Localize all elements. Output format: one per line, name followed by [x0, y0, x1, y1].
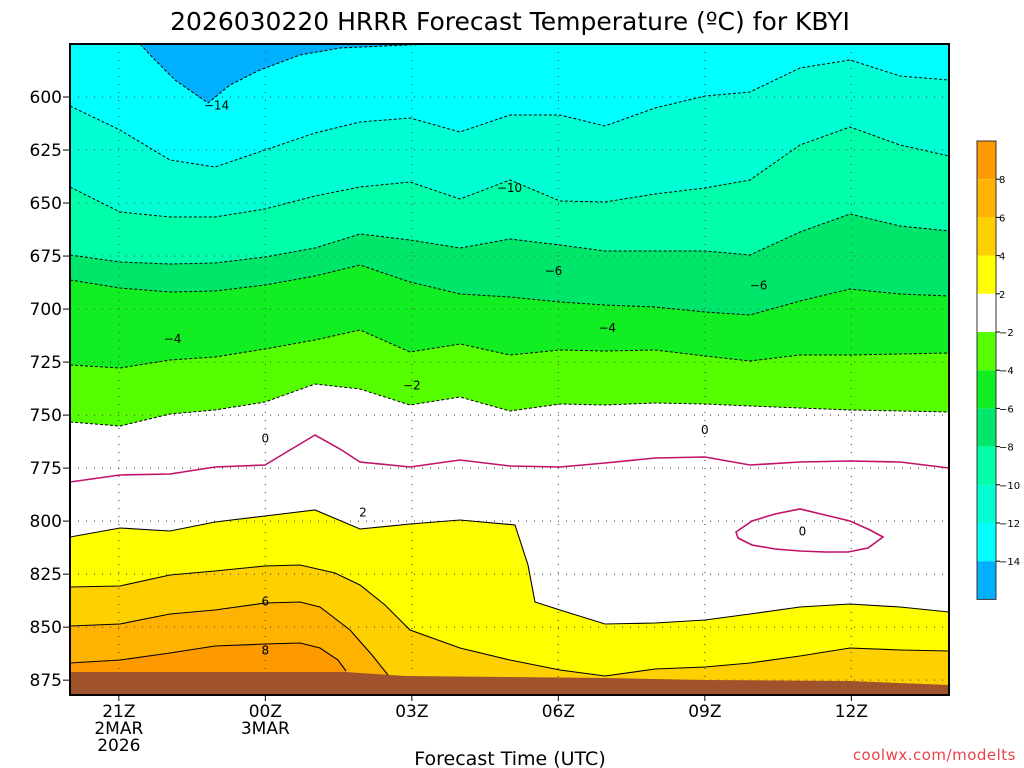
contour-line-plus2	[70, 509, 949, 625]
colorbar-segment	[977, 561, 996, 600]
colorbar-label: 8	[999, 175, 1005, 186]
colorbar: 8 6 4 2 −2 −4 −6 −8 −10 −12 −14	[976, 140, 1020, 600]
contour-label: −10	[497, 181, 522, 195]
contour-label: −14	[204, 98, 229, 112]
colorbar-label: −6	[999, 404, 1014, 415]
contour-line-plus4	[70, 564, 949, 677]
ground-surface	[70, 672, 949, 695]
colorbar-label: −12	[999, 519, 1020, 530]
contour-label: 2	[359, 506, 367, 520]
contour-line-zero	[70, 434, 949, 483]
fill-band-minus14	[140, 44, 430, 103]
contour-line-minus12	[70, 59, 949, 168]
y-tick-label: 725	[30, 353, 62, 373]
y-tick-label: 875	[30, 671, 62, 691]
contour-fills	[70, 44, 949, 695]
colorbar-label: −14	[999, 557, 1020, 568]
colorbar-segment	[977, 217, 996, 256]
colorbar-label: −8	[999, 443, 1014, 454]
contour-labels: −14 −10 −6 −6 −4 −4 −2 0 0 0 2 6 8	[164, 98, 807, 657]
colorbar-segment	[977, 523, 996, 562]
colorbar-label: −2	[999, 328, 1014, 339]
colorbar-segment	[977, 408, 996, 447]
colorbar-segment	[977, 446, 996, 485]
x-axis-title: Forecast Time (UTC)	[414, 748, 605, 768]
contour-lines	[70, 44, 949, 695]
x-tick-label: 21Z	[102, 702, 135, 722]
contour-line-minus6	[70, 264, 949, 316]
colorbar-label: 6	[999, 213, 1005, 224]
colorbar-label: −4	[999, 366, 1014, 377]
contour-line-plus6	[70, 601, 406, 695]
y-tick-label: 800	[30, 512, 62, 532]
y-tick-label: 775	[30, 459, 62, 479]
contour-line-minus10	[70, 126, 949, 218]
contour-label: 0	[799, 525, 807, 539]
colorbar-label: −10	[999, 481, 1020, 492]
colorbar-segment	[977, 484, 996, 523]
chart-title: 2026030220 HRRR Forecast Temperature (ºC…	[170, 7, 850, 36]
y-tick-label: 825	[30, 565, 62, 585]
colorbar-segment	[977, 179, 996, 218]
colorbar-segment	[977, 293, 996, 332]
colorbar-segment	[977, 370, 996, 409]
contour-label: −6	[545, 264, 563, 278]
contour-line-plus8	[70, 642, 347, 672]
contour-label: −2	[403, 378, 421, 392]
x-tick-label: 06Z	[542, 702, 575, 722]
y-tick-label: 650	[30, 194, 62, 214]
colorbar-segment	[977, 332, 996, 371]
contour-line-minus2	[70, 383, 949, 427]
y-axis: 600 625 650 675 700 725 750 775 800 825 850 875	[30, 88, 70, 691]
x-tick-label: 3MAR	[241, 719, 290, 739]
x-tick-label: 00Z	[249, 702, 282, 722]
y-tick-label: 850	[30, 618, 62, 638]
contour-label: 0	[262, 431, 270, 445]
credit-text: coolwx.com/modelts	[853, 746, 1016, 764]
x-tick-label: 12Z	[835, 702, 868, 722]
y-tick-label: 600	[30, 88, 62, 108]
x-tick-label: 09Z	[688, 702, 721, 722]
contour-label: −6	[750, 279, 768, 293]
contour-label: 8	[262, 643, 270, 657]
plot-frame	[69, 43, 950, 696]
contour-line-minus14	[139, 44, 431, 104]
colorbar-label: 4	[999, 252, 1005, 263]
contour-line-minus8	[70, 213, 949, 265]
colorbar-segment	[977, 141, 996, 180]
contour-label: 0	[701, 423, 709, 437]
contour-line-zero-island	[735, 508, 885, 553]
x-tick-label: 2026	[97, 736, 140, 756]
colorbar-segment	[977, 255, 996, 294]
y-tick-label: 675	[30, 247, 62, 267]
contour-label: 6	[262, 595, 270, 609]
contour-label: −4	[164, 332, 182, 346]
x-tick-label: 03Z	[395, 702, 428, 722]
y-tick-label: 700	[30, 300, 62, 320]
contour-label: −4	[598, 321, 616, 335]
contour-line-minus4	[70, 329, 949, 369]
y-tick-label: 625	[30, 141, 62, 161]
colorbar-label: 2	[999, 290, 1005, 301]
x-tick-label: 2MAR	[94, 719, 143, 739]
y-tick-label: 750	[30, 406, 62, 426]
